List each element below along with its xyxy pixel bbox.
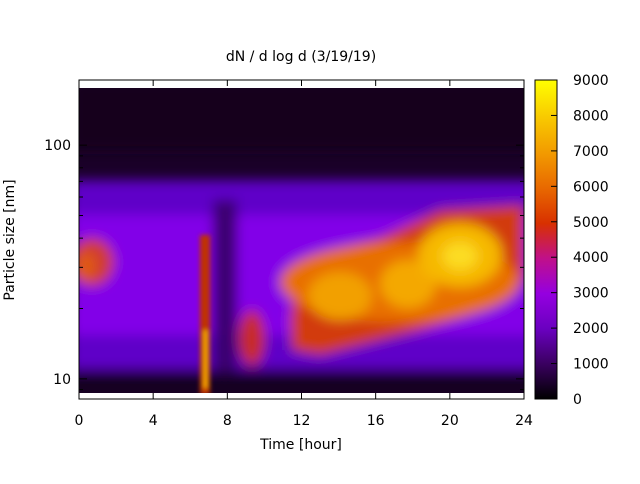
x-tick-label: 0: [75, 413, 84, 429]
colorbar-tick-label: 5000: [573, 215, 609, 231]
heatmap-top-dark: [79, 88, 524, 150]
x-axis-label: Time [hour]: [259, 437, 342, 453]
x-ticks: 0 4 8 12 16 20 24: [75, 80, 533, 429]
feature-afternoon-amber-b: [380, 260, 436, 308]
chart-title: dN / d log d (3/19/19): [226, 49, 376, 65]
colorbar-tick-label: 3000: [573, 286, 609, 302]
colorbar-tick-label: 7000: [573, 144, 609, 160]
colorbar-tick-label: 6000: [573, 179, 609, 195]
feature-afternoon-amber-a: [308, 272, 372, 320]
x-tick-label: 24: [515, 413, 533, 429]
feature-afternoon-yellow: [442, 242, 478, 270]
x-tick-label: 12: [293, 413, 311, 429]
x-tick-label: 16: [367, 413, 385, 429]
colorbar: [534, 79, 558, 400]
y-tick-label: 10: [53, 372, 71, 388]
colorbar-tick-label: 9000: [573, 73, 609, 89]
x-tick-label: 20: [441, 413, 459, 429]
y-axis-label: Particle size [nm]: [2, 179, 18, 300]
heatmap-gap-8h: [213, 200, 237, 393]
feature-9h-spot: [239, 310, 265, 366]
y-tick-label: 100: [44, 138, 71, 154]
colorbar-ticks: 0 1000 2000 3000 4000 5000 6000 7000 8000 9000: [551, 73, 609, 408]
colorbar-tick-label: 0: [573, 392, 582, 408]
heatmap-area: [79, 88, 524, 393]
feature-7h-streak-core: [203, 330, 208, 388]
colorbar-tick-label: 8000: [573, 108, 609, 124]
heatmap-bottom-dark: [79, 372, 524, 393]
colorbar-tick-label: 2000: [573, 321, 609, 337]
feature-7h-streak: [200, 235, 210, 393]
x-tick-label: 8: [223, 413, 232, 429]
x-tick-label: 4: [149, 413, 158, 429]
y-ticks: 10 100: [44, 138, 524, 391]
colorbar-tick-label: 4000: [573, 250, 609, 266]
feature-left-core: [79, 252, 96, 280]
colorbar-tick-label: 1000: [573, 357, 609, 373]
